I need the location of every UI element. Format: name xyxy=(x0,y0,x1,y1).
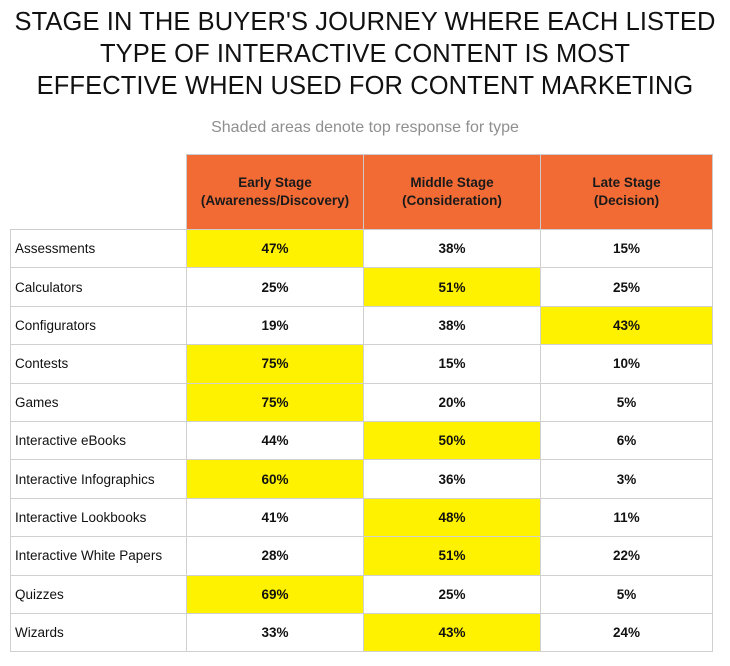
value-cell: 5% xyxy=(540,574,713,614)
value-cell: 22% xyxy=(540,536,713,576)
chart-title-line: EFFECTIVE WHEN USED FOR CONTENT MARKETIN… xyxy=(36,72,694,100)
column-header-early: Early Stage (Awareness/Discovery) xyxy=(186,154,364,230)
value-cell: 20% xyxy=(363,382,541,422)
value-cell: 6% xyxy=(540,420,713,461)
value-cell-top-response: 50% xyxy=(363,420,541,461)
table-row: Calculators 25% 51% 25% xyxy=(10,267,713,307)
value-cell: 25% xyxy=(186,267,364,307)
row-label: Quizzes xyxy=(10,574,187,614)
table-row: Interactive Infographics 60% 36% 3% xyxy=(10,459,713,499)
row-label: Contests xyxy=(10,344,187,384)
row-label: Interactive eBooks xyxy=(10,420,187,461)
row-label: Interactive White Papers xyxy=(10,536,187,576)
row-label: Interactive Infographics xyxy=(10,459,187,499)
value-cell: 19% xyxy=(186,305,364,346)
table-row: Interactive Lookbooks 41% 48% 11% xyxy=(10,497,713,538)
value-cell: 38% xyxy=(363,228,541,269)
value-cell: 10% xyxy=(540,344,713,384)
row-label: Configurators xyxy=(10,305,187,346)
value-cell-top-response: 43% xyxy=(540,305,713,346)
value-cell-top-response: 75% xyxy=(186,382,364,422)
chart-title-line: STAGE IN THE BUYER'S JOURNEY WHERE EACH … xyxy=(14,8,716,36)
table-row: Interactive White Papers 28% 51% 22% xyxy=(10,536,713,576)
value-cell-top-response: 51% xyxy=(363,267,541,307)
value-cell: 25% xyxy=(540,267,713,307)
value-cell: 41% xyxy=(186,497,364,538)
value-cell-top-response: 51% xyxy=(363,536,541,576)
table-row: Wizards 33% 43% 24% xyxy=(10,612,713,653)
value-cell: 24% xyxy=(540,612,713,653)
column-header-subtitle: (Decision) xyxy=(593,193,660,208)
value-cell: 15% xyxy=(540,228,713,269)
value-cell: 28% xyxy=(186,536,364,576)
value-cell: 36% xyxy=(363,459,541,499)
header-row: Early Stage (Awareness/Discovery) Middle… xyxy=(10,154,713,230)
results-table: Early Stage (Awareness/Discovery) Middle… xyxy=(10,154,713,653)
column-header-title: Late Stage xyxy=(592,175,661,190)
value-cell-top-response: 48% xyxy=(363,497,541,538)
table-row: Games 75% 20% 5% xyxy=(10,382,713,422)
table-row: Configurators 19% 38% 43% xyxy=(10,305,713,346)
value-cell: 25% xyxy=(363,574,541,614)
value-cell: 38% xyxy=(363,305,541,346)
row-label: Assessments xyxy=(10,228,187,269)
value-cell: 44% xyxy=(186,420,364,461)
chart-title-line: TYPE OF INTERACTIVE CONTENT IS MOST xyxy=(99,40,631,68)
value-cell-top-response: 47% xyxy=(186,228,364,269)
value-cell: 5% xyxy=(540,382,713,422)
column-header-subtitle: (Awareness/Discovery) xyxy=(200,193,350,208)
row-label: Games xyxy=(10,382,187,422)
row-label: Interactive Lookbooks xyxy=(10,497,187,538)
table-row: Assessments 47% 38% 15% xyxy=(10,228,713,269)
column-header-subtitle: (Consideration) xyxy=(402,193,502,208)
chart-subtitle: Shaded areas denote top response for typ… xyxy=(211,119,519,136)
table-row: Interactive eBooks 44% 50% 6% xyxy=(10,420,713,461)
corner-cell xyxy=(10,154,187,230)
column-header-late: Late Stage (Decision) xyxy=(540,154,713,230)
value-cell-top-response: 43% xyxy=(363,612,541,653)
column-header-middle: Middle Stage (Consideration) xyxy=(363,154,541,230)
value-cell-top-response: 75% xyxy=(186,344,364,384)
value-cell-top-response: 60% xyxy=(186,459,364,499)
table-row: Quizzes 69% 25% 5% xyxy=(10,574,713,614)
chart-title: STAGE IN THE BUYER'S JOURNEY WHERE EACH … xyxy=(0,6,730,102)
table-body: Assessments 47% 38% 15% Calculators 25% 51% 25%… xyxy=(10,228,713,653)
table-row: Contests 75% 15% 10% xyxy=(10,344,713,384)
value-cell-top-response: 69% xyxy=(186,574,364,614)
value-cell: 15% xyxy=(363,344,541,384)
value-cell: 3% xyxy=(540,459,713,499)
value-cell: 11% xyxy=(540,497,713,538)
row-label: Wizards xyxy=(10,612,187,653)
value-cell: 33% xyxy=(186,612,364,653)
column-header-title: Early Stage xyxy=(238,175,312,190)
row-label: Calculators xyxy=(10,267,187,307)
column-header-title: Middle Stage xyxy=(410,175,494,190)
